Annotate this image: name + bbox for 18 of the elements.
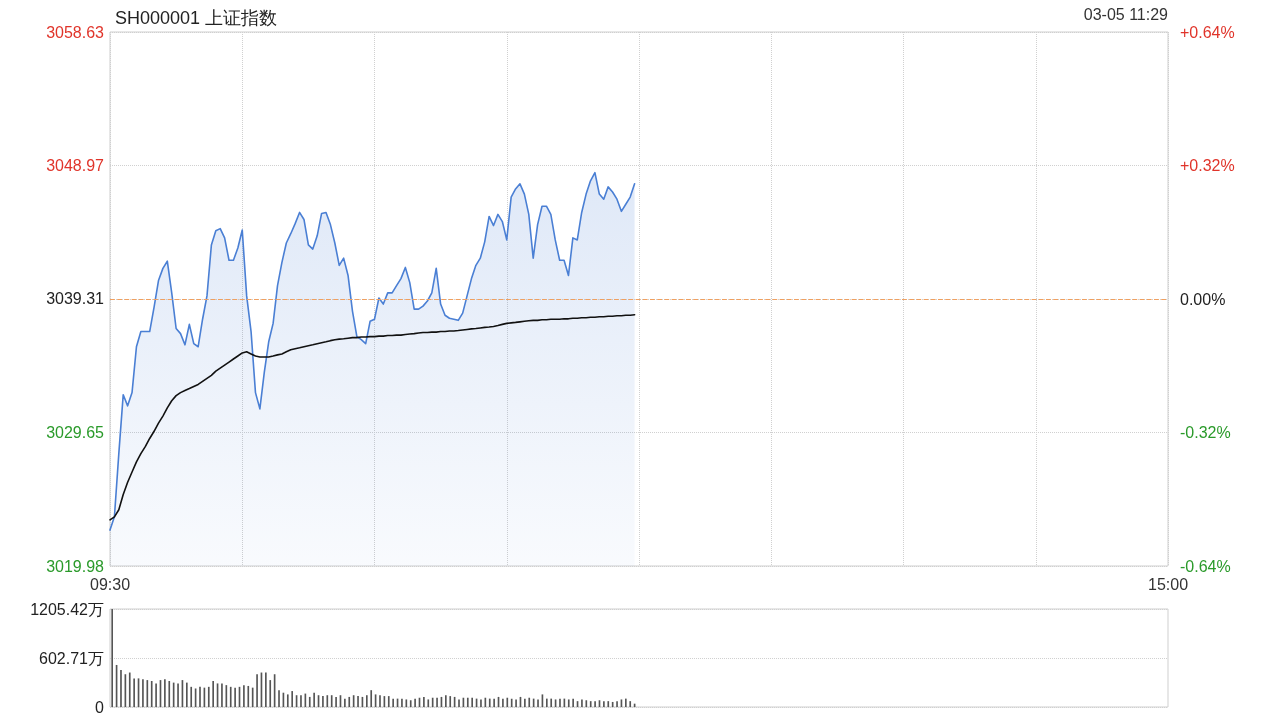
y-tick-label: 3039.31 — [46, 290, 105, 308]
y-tick-label: 602.71万 — [39, 649, 104, 667]
y2-tick-label: -0.32% — [1180, 424, 1231, 441]
y2-tick-label: +0.32% — [1180, 157, 1235, 174]
x-tick-label: 09:30 — [89, 575, 131, 593]
y-tick-label: 3058.63 — [46, 23, 105, 41]
y2-tick-label: 0.00% — [1180, 290, 1226, 308]
y-tick-label: 0 — [95, 698, 105, 716]
text: 03-05 11:29 — [1083, 5, 1169, 23]
y2-tick-label: +0.64% — [1180, 23, 1235, 41]
y-tick-label: 1205.42万 — [30, 600, 104, 618]
x-tick-label: 15:00 — [1147, 575, 1189, 593]
chart-title: SH000001 上证指数 — [115, 8, 278, 28]
y-tick-label: 3019.98 — [46, 557, 105, 575]
line-series — [109, 313, 636, 521]
y-tick-label: 3048.97 — [46, 156, 105, 174]
y2-tick-label: -0.64% — [1180, 557, 1231, 575]
y-tick-label: 3029.65 — [46, 423, 105, 441]
